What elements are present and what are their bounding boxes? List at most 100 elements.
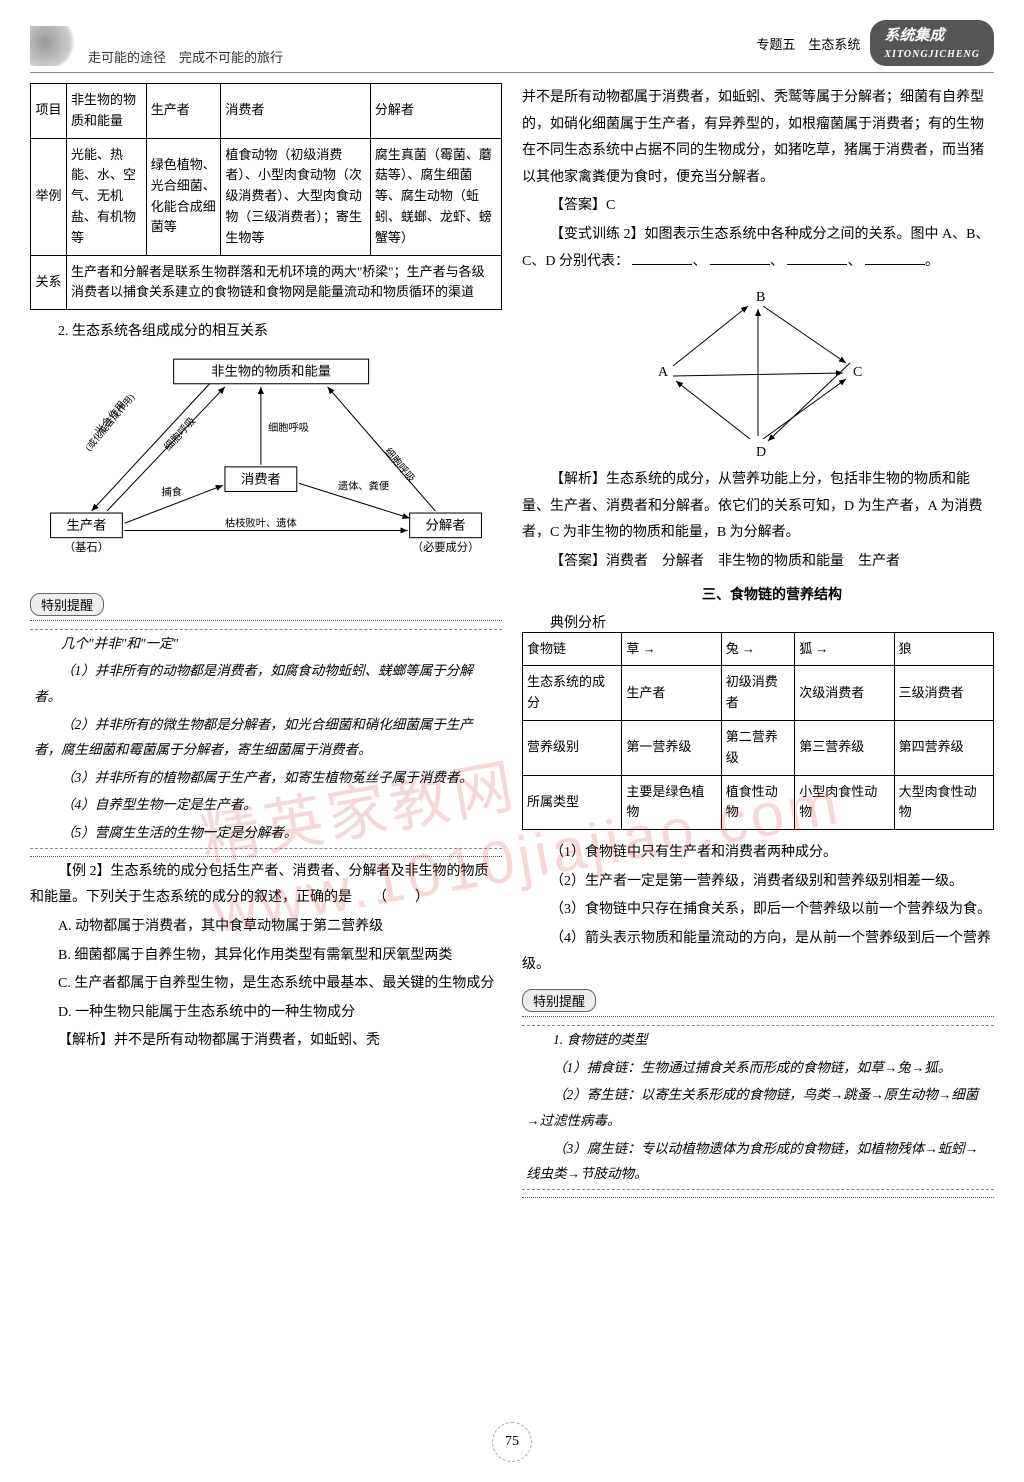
tips-item: （1）捕食链：生物通过捕食关系而形成的食物链，如草→兔→狐。 [526, 1055, 990, 1081]
variant-label: 【变式训练 2】 [550, 227, 645, 242]
ecosystem-flow-diagram: 非生物的物质和能量 生产者 （基石） 消费者 分解者 （必要成分） 光合作用 (… [30, 354, 502, 569]
tips-intro: 几个"并非"和"一定" [34, 631, 498, 657]
chapter-title: 专题五 生态系统 [756, 34, 860, 53]
header-right: 专题五 生态系统 系统集成 XITONGJICHENG [756, 20, 994, 66]
section2-title: 2. 生态系统各组成成分的相互关系 [30, 320, 502, 340]
answer-text: C [606, 198, 615, 213]
cell: 第三营养级 [795, 720, 894, 775]
variant2-stem: 【变式训练 2】如图表示生态系统中各种成分之间的关系。图中 A、B、C、D 分别… [522, 222, 994, 275]
analysis-right-continuation: 并不是所有动物都属于消费者，如蚯蚓、秃鹫等属于分解者；细菌有自养型的，如硝化细菌… [522, 85, 994, 191]
th-decomposer: 分解者 [370, 84, 501, 139]
tips-right-heading: 1. 食物链的类型 [526, 1027, 990, 1053]
variant-answer-text: 消费者 分解者 非生物的物质和能量 生产者 [606, 554, 900, 569]
food-chain-table: 食物链 草 → 兔 → 狐 → 狼 生态系统的成分 生产者 初级消费者 次级消费… [522, 632, 994, 831]
table-example-row: 举例 光能、热能、水、空气、无机盐、有机物等 绿色植物、光合细菌、化能合成细菌等… [31, 138, 502, 255]
cell: 主要是绿色植物 [622, 775, 721, 830]
row-label-relation: 关系 [31, 255, 67, 310]
table-row: 所属类型 主要是绿色植物 植食性动物 小型肉食性动物 大型肉食性动物 [523, 775, 994, 830]
th-chain: 食物链 [523, 632, 622, 666]
cell: 第四营养级 [894, 720, 993, 775]
svg-text:细胞呼吸: 细胞呼吸 [382, 445, 418, 485]
tips-left-title: 特别提醒 [30, 593, 104, 616]
node-a: A [658, 365, 669, 380]
table-row: 食物链 草 → 兔 → 狐 → 狼 [523, 632, 994, 666]
header-left: 走可能的途径 完成不可能的旅行 [30, 26, 283, 66]
kp3-subtitle: 典例分析 [522, 612, 994, 632]
row-label: 所属类型 [523, 775, 622, 830]
food-chain-note: （4）箭头表示物质和能量流动的方向，是从前一个营养级到后一个营养级。 [522, 926, 994, 979]
badge-text: 系统集成 [884, 28, 944, 44]
food-chain-note: （2）生产者一定是第一营养级，消费者级别和营养级别相差一级。 [522, 869, 994, 896]
svg-text:细胞呼吸: 细胞呼吸 [268, 421, 309, 434]
example-2: 【例 2】生态系统的成分包括生产者、消费者、分解者及非生物的物质和能量。下列关于… [30, 859, 502, 1055]
two-column-layout: 项目 非生物的物质和能量 生产者 消费者 分解者 举例 光能、热能、水、空气、无… [30, 83, 994, 1198]
answer-label: 【答案】 [550, 198, 606, 213]
blank-3[interactable] [787, 251, 847, 265]
row-label-example: 举例 [31, 138, 67, 255]
table-row: 营养级别 第一营养级 第二营养级 第三营养级 第四营养级 [523, 720, 994, 775]
row-label: 营养级别 [523, 720, 622, 775]
diamond-diagram: A B C D [628, 281, 888, 461]
svg-text:捕食: 捕食 [161, 486, 182, 499]
page-number: 75 [492, 1422, 532, 1462]
th-consumer: 消费者 [221, 84, 371, 139]
series-badge: 系统集成 XITONGJICHENG [870, 20, 994, 66]
table-relation-row: 关系 生产者和分解者是联系生物群落和无机环境的两大"桥梁"；生产者与各级消费者以… [31, 255, 502, 310]
badge-pinyin: XITONGJICHENG [884, 49, 980, 60]
cell: 小型肉食性动物 [795, 775, 894, 830]
svg-text:（必要成分）: （必要成分） [412, 541, 480, 554]
svg-text:分解者: 分解者 [426, 518, 466, 533]
svg-text:消费者: 消费者 [241, 471, 281, 486]
th-abiotic: 非生物的物质和能量 [67, 84, 147, 139]
analysis-left-start: 【解析】并不是所有动物都属于消费者，如蚯蚓、秃 [30, 1028, 502, 1055]
svg-text:（基石）: （基石） [64, 541, 109, 554]
diagram-top-label: 非生物的物质和能量 [211, 364, 331, 379]
tips-item: （3）并非所有的植物都属于生产者，如寄生植物菟丝子属于消费者。 [34, 765, 498, 791]
tips-right-title: 特别提醒 [522, 989, 596, 1012]
blank-4[interactable] [865, 251, 925, 265]
header-tagline: 走可能的途径 完成不可能的旅行 [88, 47, 283, 66]
cell: 大型肉食性动物 [894, 775, 993, 830]
tips-item: （3）腐生链：专以动植物遗体为食形成的食物链，如植物残体→蚯蚓→线虫类→节肢动物… [526, 1136, 990, 1187]
cell-consumer: 植食动物（初级消费者）、小型肉食动物（次级消费者）、大型肉食动物（三级消费者）；… [221, 138, 371, 255]
table-row: 生态系统的成分 生产者 初级消费者 次级消费者 三级消费者 [523, 666, 994, 721]
option-b: B. 细菌都属于自养生物，其异化作用类型有需氧型和厌氧型两类 [30, 943, 502, 970]
right-column: 并不是所有动物都属于消费者，如蚯蚓、秃鹫等属于分解者；细菌有自养型的，如硝化细菌… [522, 83, 994, 1198]
food-chain-note: （1）食物链中只有生产者和消费者两种成分。 [522, 840, 994, 867]
cell: 第二营养级 [721, 720, 795, 775]
analysis-label: 【解析】 [550, 472, 606, 487]
kp3-title: 三、食物链的营养结构 [522, 584, 994, 604]
tips-item: （2）寄生链：以寄生关系形成的食物链，鸟类→跳蚤→原生动物→细菌→过滤性病毒。 [526, 1082, 990, 1133]
components-table: 项目 非生物的物质和能量 生产者 消费者 分解者 举例 光能、热能、水、空气、无… [30, 83, 502, 310]
node-c: C [853, 365, 862, 380]
cell: 初级消费者 [721, 666, 795, 721]
cell: 次级消费者 [795, 666, 894, 721]
variant2-answer: 【答案】消费者 分解者 非生物的物质和能量 生产者 [522, 549, 994, 576]
svg-text:枯枝败叶、遗体: 枯枝败叶、遗体 [225, 517, 297, 530]
tips-item: （4）自养型生物一定是生产者。 [34, 792, 498, 818]
svg-text:细胞呼吸: 细胞呼吸 [161, 414, 198, 453]
tree-icon [30, 26, 80, 66]
tips-item: （5）营腐生生活的生物一定是分解者。 [34, 820, 498, 846]
svg-text:(或化能合成作用): (或化能合成作用) [83, 392, 137, 453]
analysis-label: 【解析】 [58, 1033, 114, 1048]
blank-2[interactable] [710, 251, 770, 265]
th-wolf: 狼 [894, 632, 993, 666]
cell: 第一营养级 [622, 720, 721, 775]
cell: 生产者 [622, 666, 721, 721]
example-stem: 【例 2】生态系统的成分包括生产者、消费者、分解者及非生物的物质和能量。下列关于… [30, 859, 502, 912]
tips-item: （2）并非所有的微生物都是分解者，如光合细菌和硝化细菌属于生产者，腐生细菌和霉菌… [34, 712, 498, 763]
th-project: 项目 [31, 84, 67, 139]
node-d: D [756, 445, 766, 460]
cell-producer: 绿色植物、光合细菌、化能合成细菌等 [146, 138, 221, 255]
variant2-analysis: 【解析】生态系统的成分，从营养功能上分，包括非生物的物质和能量、生产者、消费者和… [522, 467, 994, 547]
blank-1[interactable] [632, 251, 692, 265]
cell: 三级消费者 [894, 666, 993, 721]
option-d: D. 一种生物只能属于生态系统中的一种生物成分 [30, 1000, 502, 1027]
cell-abiotic: 光能、热能、水、空气、无机盐、有机物等 [67, 138, 147, 255]
option-a: A. 动物都属于消费者，其中食草动物属于第二营养级 [30, 914, 502, 941]
cell-decomposer: 腐生真菌（霉菌、蘑菇等）、腐生细菌等、腐生动物（蚯蚓、蜣螂、龙虾、螃蟹等） [370, 138, 501, 255]
tips-left-box: 几个"并非"和"一定" （1）并非所有的动物都是消费者，如腐食动物蚯蚓、蜣螂等属… [30, 620, 502, 857]
answer-line: 【答案】C [522, 193, 994, 220]
th-fox: 狐 → [795, 632, 894, 666]
